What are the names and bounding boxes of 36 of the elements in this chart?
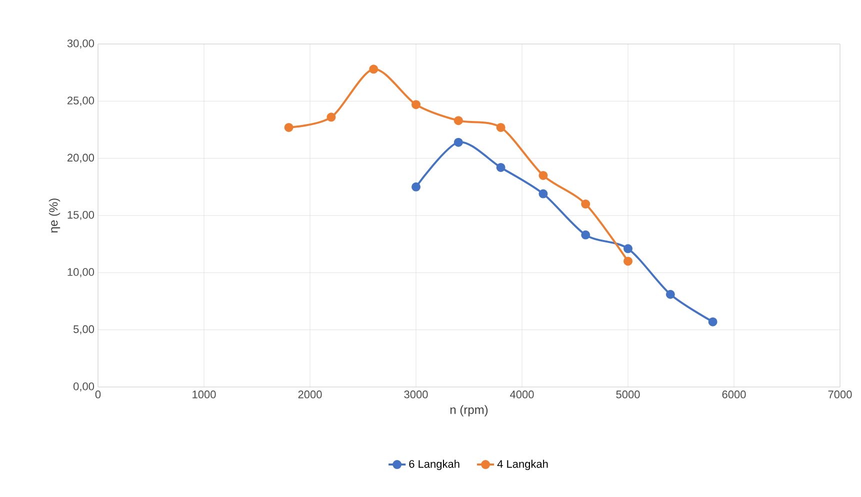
x-tick-label: 7000 [828, 390, 852, 398]
x-tick-label: 0 [95, 390, 101, 398]
point [666, 290, 675, 299]
x-tick-label: 2000 [298, 390, 322, 398]
legend-label: 4 Langkah [497, 460, 548, 470]
y-tick-label: 25,00 [68, 96, 94, 106]
point [284, 122, 294, 132]
point [708, 317, 718, 326]
point [412, 100, 421, 110]
y-tick-label: 0,00 [73, 382, 94, 392]
y-tick-label: 10,00 [68, 268, 94, 278]
point [454, 116, 463, 126]
x-axis-title: n (rpm) [450, 405, 488, 416]
y-axis-title: ηe (%) [48, 198, 60, 233]
point [412, 182, 421, 192]
point [538, 189, 548, 198]
x-tick-label: 1000 [192, 390, 216, 398]
legend-label: 6 Langkah [409, 460, 460, 470]
x-tick-label: 4000 [510, 390, 534, 398]
point [454, 138, 463, 147]
x-tick-label: 6000 [722, 390, 746, 398]
y-tick-label: 5,00 [74, 325, 94, 334]
point [326, 112, 336, 122]
point [496, 162, 506, 172]
point [369, 64, 378, 74]
point [624, 256, 633, 266]
point [624, 244, 633, 254]
point [581, 230, 590, 240]
point [581, 200, 590, 209]
point [538, 170, 548, 180]
x-tick-label: 3000 [404, 390, 428, 398]
y-tick-label: 30,00 [67, 39, 94, 49]
x-tick-label: 5000 [616, 390, 640, 398]
y-tick-label: 20,00 [68, 154, 94, 163]
point [496, 122, 506, 132]
y-tick-label: 15,00 [68, 210, 94, 220]
